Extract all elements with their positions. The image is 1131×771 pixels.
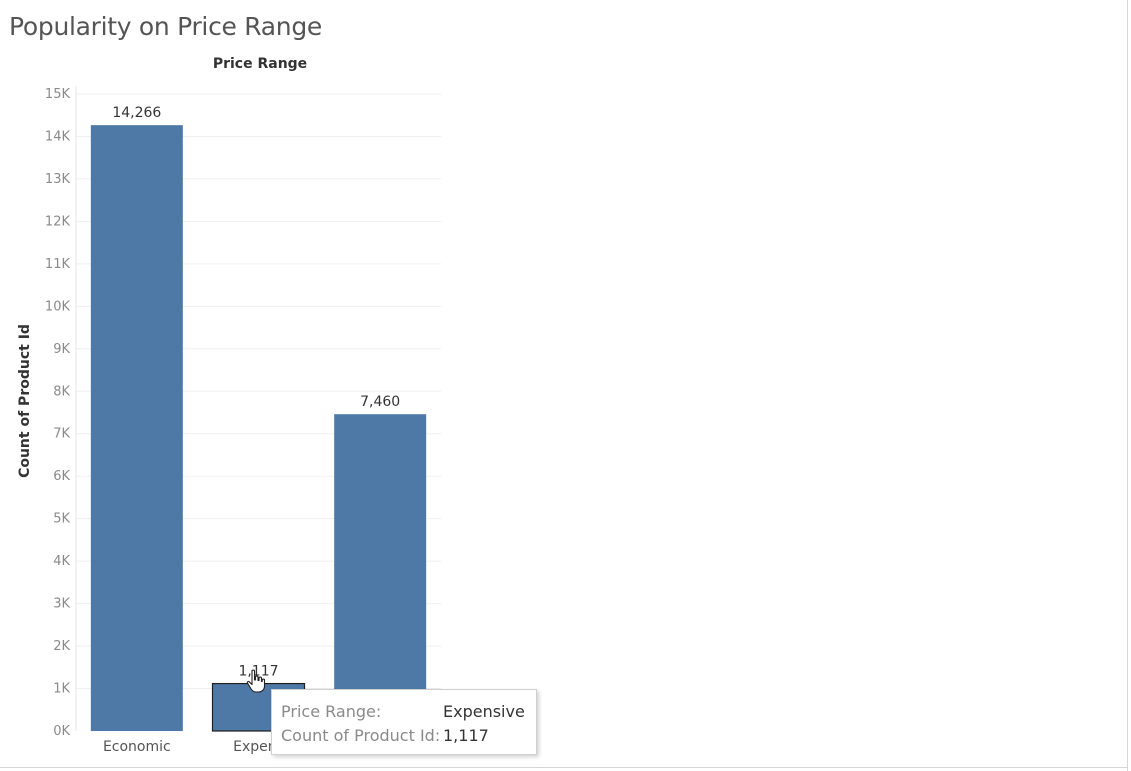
frame-bottom-border	[0, 767, 1128, 768]
y-tick-label: 7K	[53, 427, 70, 442]
tooltip-value-count: 1,117	[443, 726, 489, 745]
y-tick-label: 2K	[53, 639, 70, 654]
tooltip: Price Range: Expensive Count of Product …	[271, 689, 537, 755]
y-tick-label: 13K	[45, 172, 71, 187]
data-label: 14,266	[112, 105, 161, 121]
hand-cursor-icon	[246, 669, 266, 693]
tooltip-row-price-range: Price Range:	[281, 702, 381, 721]
y-tick-label: 4K	[53, 554, 70, 569]
data-label: 7,460	[360, 394, 400, 410]
y-tick-label: 3K	[53, 597, 70, 612]
y-tick-label: 1K	[53, 682, 70, 697]
y-tick-label: 8K	[53, 384, 70, 399]
tooltip-row-count: Count of Product Id:	[281, 726, 440, 745]
y-tick-label: 15K	[45, 87, 71, 102]
y-tick-label: 14K	[45, 129, 71, 144]
y-tick-label: 6K	[53, 469, 70, 484]
tooltip-value-price-range: Expensive	[443, 702, 525, 721]
y-tick-label: 0K	[53, 724, 70, 739]
bar	[90, 125, 183, 731]
data-label: 1,117	[238, 664, 278, 680]
bar	[334, 414, 427, 731]
y-tick-label: 11K	[45, 257, 71, 272]
frame-right-border	[1127, 0, 1128, 771]
tooltip-key-count: Count of Product Id:	[281, 726, 441, 745]
y-tick-label: 12K	[45, 214, 71, 229]
column-header: Price Range	[212, 56, 308, 72]
y-tick-label: 9K	[53, 342, 70, 357]
x-category-label: Economic	[103, 739, 171, 755]
y-tick-label: 5K	[53, 512, 70, 527]
y-tick-label: 10K	[45, 299, 71, 314]
tooltip-key-price-range: Price Range:	[281, 702, 382, 721]
chart-title: Popularity on Price Range	[9, 12, 322, 41]
